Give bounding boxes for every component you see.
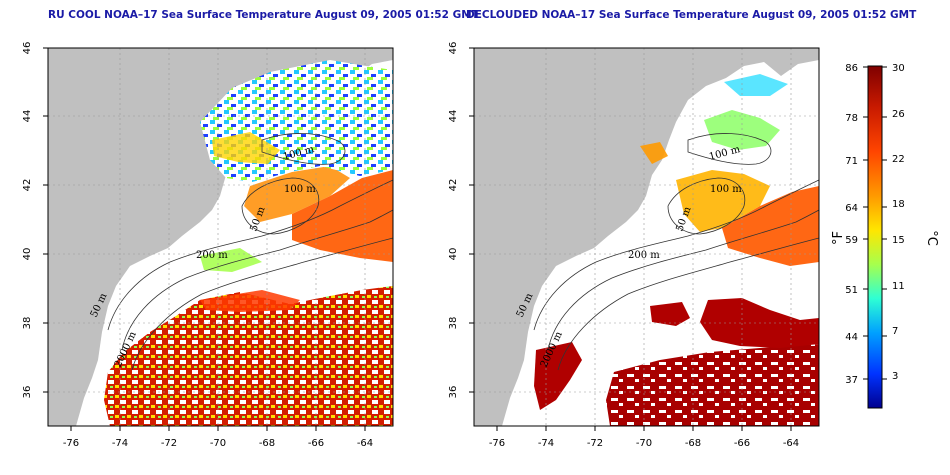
colorbar-f-tick: 86 bbox=[845, 63, 858, 74]
colorbar-celsius-unit: °C bbox=[924, 230, 939, 246]
right-y-tick: 36 bbox=[448, 386, 459, 399]
colorbar-c-tick: 7 bbox=[892, 326, 898, 337]
right-bathymetry-contours bbox=[533, 133, 820, 371]
left-x-tick: -66 bbox=[308, 438, 324, 449]
colorbar-c-tick: 26 bbox=[892, 109, 905, 120]
colorbar-f-tick: 59 bbox=[845, 235, 858, 246]
right-x-tick: -74 bbox=[538, 438, 554, 449]
left-contour-label-2: 100 m bbox=[284, 184, 316, 195]
colorbar: 86 78 71 64 59 51 44 37 30 26 22 18 15 1… bbox=[831, 63, 939, 409]
right-contour-label-3: 200 m bbox=[628, 250, 660, 261]
colorbar-c-tick: 18 bbox=[892, 199, 905, 210]
colorbar-f-tick: 37 bbox=[845, 375, 858, 386]
right-x-tick: -70 bbox=[636, 438, 652, 449]
left-panel-title: RU COOL NOAA–17 Sea Surface Temperature … bbox=[48, 9, 479, 21]
right-gulfstream-sst bbox=[606, 344, 819, 426]
right-y-tick: 38 bbox=[448, 317, 459, 330]
right-land bbox=[474, 48, 819, 426]
left-y-tick: 42 bbox=[22, 179, 33, 192]
right-shelf-sst bbox=[676, 170, 770, 232]
right-y-axis bbox=[469, 47, 474, 393]
right-graticule bbox=[474, 48, 819, 426]
left-x-tick: -70 bbox=[210, 438, 226, 449]
right-y-tick: 44 bbox=[448, 110, 459, 123]
right-slope-sst bbox=[722, 186, 819, 266]
right-mid-patch bbox=[650, 302, 690, 326]
colorbar-gradient bbox=[867, 65, 883, 409]
right-x-tick: -66 bbox=[734, 438, 750, 449]
left-y-tick: 40 bbox=[22, 248, 33, 261]
right-x-tick: -76 bbox=[489, 438, 505, 449]
right-panel-title: DECLOUDED NOAA–17 Sea Surface Temperatur… bbox=[466, 9, 917, 21]
right-maine-sst-2 bbox=[724, 74, 788, 96]
left-y-tick: 46 bbox=[22, 42, 33, 55]
right-x-tick: -68 bbox=[685, 438, 701, 449]
colorbar-c-tick: 15 bbox=[892, 235, 905, 246]
left-shelf-patch bbox=[200, 248, 262, 272]
colorbar-c-tick: 3 bbox=[892, 371, 898, 382]
right-map-frame bbox=[473, 47, 820, 427]
left-land bbox=[48, 48, 393, 426]
left-streak-2 bbox=[200, 290, 300, 312]
colorbar-ticks bbox=[863, 66, 887, 380]
right-x-tick: -64 bbox=[783, 438, 799, 449]
left-x-tick: -72 bbox=[161, 438, 177, 449]
colorbar-c-tick: 30 bbox=[892, 63, 905, 74]
colorbar-f-tick: 51 bbox=[845, 285, 858, 296]
left-x-tick: -76 bbox=[63, 438, 79, 449]
right-map-panel: 100 m 100 m 200 m 50 m 2000 m 50 m -76 -… bbox=[448, 42, 820, 449]
colorbar-f-tick: 64 bbox=[845, 203, 858, 214]
left-y-tick: 44 bbox=[22, 110, 33, 123]
left-bathymetry-contours bbox=[107, 133, 394, 371]
left-y-axis bbox=[43, 47, 48, 393]
left-slope-sst-2 bbox=[244, 166, 350, 222]
right-y-tick: 42 bbox=[448, 179, 459, 192]
colorbar-c-tick: 11 bbox=[892, 281, 905, 292]
right-y-tick: 40 bbox=[448, 248, 459, 261]
right-x-axis bbox=[496, 426, 792, 431]
left-slope-sst bbox=[292, 170, 393, 262]
left-y-tick: 38 bbox=[22, 317, 33, 330]
colorbar-f-tick: 71 bbox=[845, 156, 858, 167]
right-y-tick: 46 bbox=[448, 42, 459, 55]
colorbar-fahrenheit-unit: °F bbox=[831, 231, 846, 245]
right-x-tick: -72 bbox=[587, 438, 603, 449]
left-graticule bbox=[48, 48, 393, 426]
left-map-frame bbox=[47, 47, 394, 427]
left-gulfstream-sst bbox=[104, 286, 393, 426]
colorbar-c-tick: 22 bbox=[892, 154, 905, 165]
left-map-panel: 100 m 100 m 200 m 50 m 2000 m 50 m -76 -… bbox=[22, 42, 394, 449]
left-x-tick: -64 bbox=[357, 438, 373, 449]
left-contour-label-3: 200 m bbox=[196, 250, 228, 261]
right-contour-label-2: 100 m bbox=[710, 184, 742, 195]
left-x-axis bbox=[70, 426, 366, 431]
left-y-tick: 36 bbox=[22, 386, 33, 399]
left-x-tick: -68 bbox=[259, 438, 275, 449]
colorbar-f-tick: 44 bbox=[845, 332, 858, 343]
left-x-tick: -74 bbox=[112, 438, 128, 449]
right-cape-sst bbox=[640, 142, 668, 164]
colorbar-f-tick: 78 bbox=[845, 113, 858, 124]
